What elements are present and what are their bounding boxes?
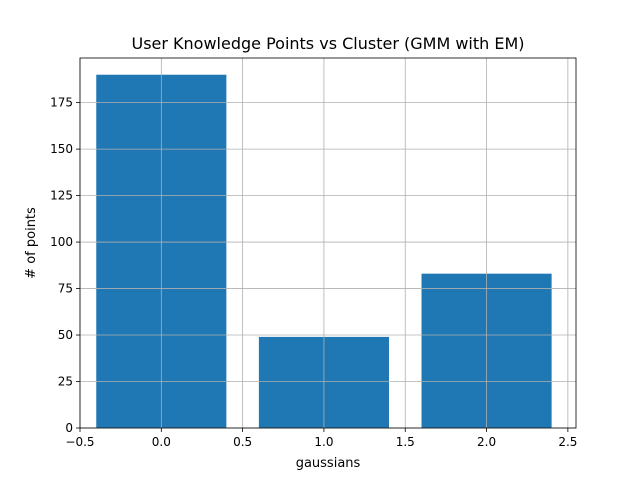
y-tick-label: 50 — [58, 328, 73, 342]
x-tick-label: 2.0 — [477, 435, 496, 449]
x-tick-label: 1.5 — [396, 435, 415, 449]
plot-frame — [79, 57, 577, 429]
x-tick-label: 0.5 — [233, 435, 252, 449]
y-tick-label: 0 — [65, 421, 73, 435]
y-tick-label: 125 — [50, 189, 73, 203]
x-tick-label: −0.5 — [65, 435, 94, 449]
y-tick-label: 175 — [50, 96, 73, 110]
chart-title: User Knowledge Points vs Cluster (GMM wi… — [131, 34, 524, 53]
y-tick-label: 25 — [58, 375, 73, 389]
y-axis-ticks: 0 25 50 75 100 125 150 175 — [50, 96, 80, 435]
x-tick-label: 2.5 — [558, 435, 577, 449]
y-tick-label: 100 — [50, 235, 73, 249]
y-tick-label: 75 — [58, 282, 73, 296]
x-axis-label: gaussians — [296, 456, 361, 471]
x-tick-label: 1.0 — [314, 435, 333, 449]
x-tick-label: 0.0 — [152, 435, 171, 449]
y-tick-label: 150 — [50, 142, 73, 156]
x-axis-ticks: −0.5 0.0 0.5 1.0 1.5 2.0 2.5 — [65, 428, 577, 449]
y-axis-label: # of points — [24, 207, 39, 279]
